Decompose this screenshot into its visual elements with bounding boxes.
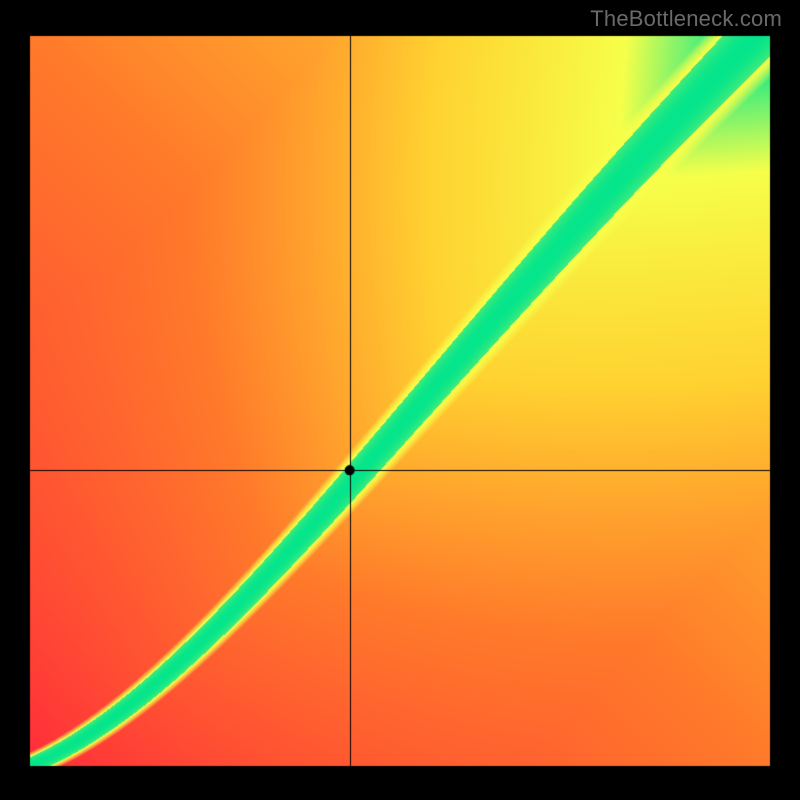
overlay-canvas: [0, 0, 800, 800]
watermark-label: TheBottleneck.com: [590, 6, 782, 32]
chart-container: TheBottleneck.com: [0, 0, 800, 800]
